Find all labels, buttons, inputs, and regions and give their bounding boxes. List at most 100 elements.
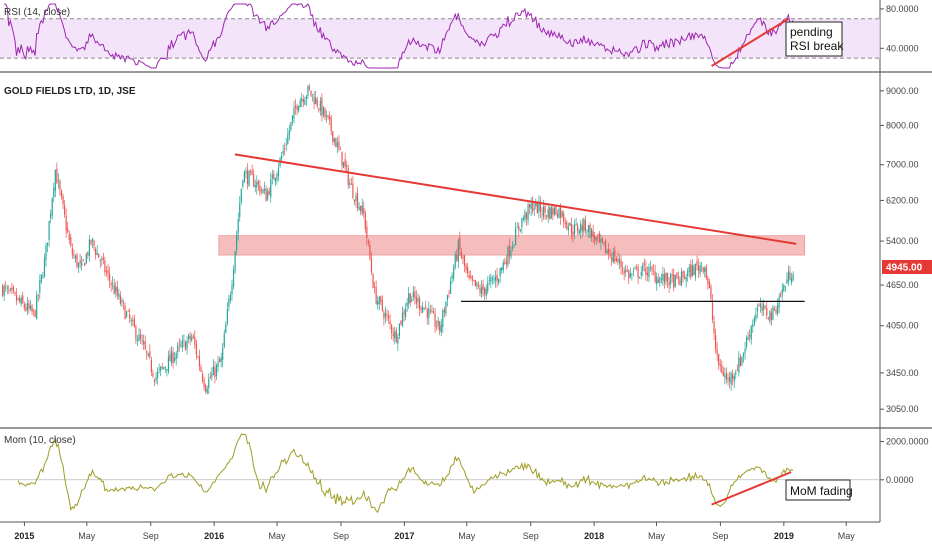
- candle-body: [144, 341, 146, 350]
- candle-body: [600, 238, 602, 243]
- candle-body: [623, 270, 625, 274]
- candle-body: [270, 179, 272, 198]
- candle-body: [485, 288, 487, 296]
- candle-body: [601, 238, 604, 243]
- candle-body: [687, 271, 689, 276]
- candle-body: [211, 373, 213, 377]
- candle-body: [511, 246, 514, 249]
- candle-body: [535, 201, 537, 207]
- last-price-tag: 4945.00: [882, 259, 932, 274]
- candle-body: [118, 293, 120, 297]
- candle-body: [773, 309, 776, 311]
- candle-body: [747, 337, 749, 340]
- candle-body: [104, 260, 106, 273]
- candle-body: [422, 306, 424, 313]
- candle-body: [127, 310, 129, 312]
- candle-body: [515, 228, 517, 246]
- candle-body: [122, 301, 125, 304]
- time-tick-label: May: [458, 531, 476, 541]
- candle-body: [597, 235, 599, 237]
- candle-body: [166, 369, 168, 371]
- candle-body: [262, 189, 264, 193]
- candle-body: [466, 267, 469, 274]
- candle-body: [375, 286, 377, 304]
- candle-body: [88, 239, 90, 256]
- last-price-box: [882, 259, 932, 274]
- candle-body: [329, 116, 331, 120]
- candle-body: [527, 204, 529, 221]
- candle-body: [237, 219, 239, 234]
- candle-body: [487, 282, 489, 292]
- candle-body: [129, 314, 131, 319]
- candle-body: [634, 268, 636, 270]
- candle-body: [29, 305, 32, 310]
- candle-body: [112, 283, 114, 284]
- candle-body: [327, 115, 329, 118]
- candle-body: [587, 225, 590, 233]
- candle-body: [259, 185, 261, 193]
- price-tick-label: 7000.00: [886, 160, 919, 170]
- candle-body: [236, 234, 238, 251]
- rsi-tick-label: 80.0000: [886, 4, 919, 14]
- candle-body: [713, 321, 715, 334]
- candle-body: [325, 115, 328, 117]
- candle-body: [218, 359, 221, 363]
- candle-body: [714, 334, 717, 350]
- candle-body: [395, 330, 397, 342]
- candle-body: [346, 164, 348, 168]
- candle-body: [792, 273, 794, 280]
- candle-body: [445, 301, 447, 314]
- candle-body: [505, 260, 507, 265]
- candle-body: [305, 96, 307, 99]
- candle-body: [411, 299, 413, 302]
- candle-body: [645, 267, 647, 276]
- candle-body: [302, 99, 304, 103]
- candle-body: [1, 285, 4, 296]
- candle-body: [358, 206, 360, 210]
- candle-body: [360, 206, 362, 212]
- candle-body: [206, 388, 208, 394]
- candle-body: [39, 280, 41, 293]
- candle-body: [789, 272, 791, 280]
- candle-body: [60, 190, 63, 197]
- rsi-annotation-text: pending RSI break: [790, 25, 844, 53]
- candle-body: [263, 188, 266, 191]
- candle-body: [566, 222, 568, 229]
- candle-body: [592, 231, 594, 237]
- candle-body: [476, 282, 478, 286]
- candle-body: [74, 256, 77, 259]
- candle-body: [578, 230, 580, 234]
- candle-body: [477, 285, 480, 288]
- candle-body: [51, 198, 53, 216]
- candle-body: [710, 286, 712, 299]
- candle-body: [666, 272, 669, 282]
- price-tick-label: 9000.00: [886, 86, 919, 96]
- candle-body: [521, 218, 523, 228]
- candle-body: [222, 347, 224, 361]
- candle-body: [184, 341, 187, 351]
- candle-body: [242, 180, 244, 187]
- time-tick-label: May: [78, 531, 96, 541]
- momentum-tick-label: 0.0000: [886, 475, 914, 485]
- candle-body: [425, 306, 427, 308]
- candle-body: [561, 211, 563, 217]
- candle-body: [172, 352, 174, 363]
- candle-body: [558, 208, 560, 218]
- candle-body: [91, 238, 94, 242]
- candle-body: [707, 277, 709, 284]
- candle-body: [384, 313, 387, 317]
- candle-body: [380, 296, 382, 302]
- candle-body: [288, 130, 290, 135]
- candle-body: [556, 214, 559, 218]
- candle-body: [181, 341, 183, 348]
- candle-body: [397, 336, 399, 344]
- candle-body: [361, 205, 363, 214]
- candle-body: [625, 269, 627, 272]
- candle-body: [474, 280, 476, 286]
- candle-body: [192, 335, 194, 338]
- candle-body: [569, 222, 571, 226]
- candle-body: [432, 311, 435, 314]
- candle-body: [429, 310, 431, 312]
- candle-body: [349, 183, 351, 185]
- last-price-label: 4945.00: [886, 262, 923, 273]
